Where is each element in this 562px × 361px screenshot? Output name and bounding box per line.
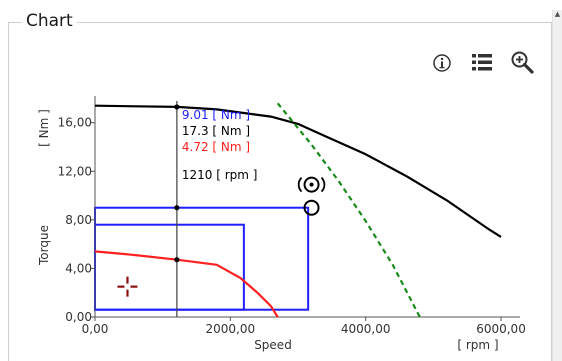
list-icon[interactable]	[470, 50, 494, 74]
chart-panel	[8, 22, 552, 361]
labels-layer: 0,00 4,00 8,00 12,00 16,00 0,00 2000,00 4000,00…	[37, 108, 526, 352]
readout-value: 1210	[182, 168, 213, 182]
y-tick-label: 4,00	[65, 261, 92, 275]
marker-dot	[309, 182, 314, 187]
y-tick-label: 16,00	[58, 116, 92, 130]
marker-ring	[303, 176, 320, 193]
x-axis-unit: [ rpm ]	[457, 338, 498, 352]
panel-title: Chart	[22, 10, 77, 32]
markers-layer[interactable]	[117, 176, 326, 297]
cursor-layer[interactable]	[174, 101, 180, 317]
axes-layer	[91, 96, 520, 321]
y-axis-unit: [ Nm ]	[37, 109, 51, 147]
cursor-point	[174, 257, 180, 263]
cursor-readout-1: 17.3 [ Nm ]	[182, 124, 250, 138]
series-layer	[94, 102, 502, 318]
operating_curve-line	[94, 250, 279, 318]
x-tick-label: 6000,00	[476, 322, 526, 336]
y-tick-label: 0,00	[65, 310, 92, 324]
y-tick-label: 8,00	[65, 213, 92, 227]
marker-arc-right	[320, 177, 326, 193]
readout-unit: [ Nm ]	[209, 108, 250, 122]
torque_curve-line	[94, 104, 502, 238]
readout-unit: [ Nm ]	[209, 124, 250, 138]
x-axis-label: Speed	[254, 338, 292, 352]
marker-arc-left	[297, 177, 303, 193]
readout-value: 4.72	[182, 140, 209, 154]
readout-value: 9.01	[182, 108, 209, 122]
cursor-point	[174, 104, 180, 110]
y-axis-label: Torque	[37, 225, 51, 266]
readout-value: 17.3	[182, 124, 209, 138]
cursor-readout-2: 4.72 [ Nm ]	[182, 140, 250, 154]
cursor-point	[174, 205, 180, 211]
y-tick-label: 12,00	[58, 164, 92, 178]
readout-unit: [ Nm ]	[209, 140, 250, 154]
rated-point-marker-icon[interactable]	[303, 199, 320, 216]
limit_curve-line	[276, 102, 421, 318]
field-weakening-marker-icon[interactable]	[297, 176, 326, 193]
x-tick-label: 4000,00	[341, 322, 391, 336]
x-tick-label: 2000,00	[206, 322, 256, 336]
scroll-up-arrow-icon[interactable]: ▲	[554, 10, 561, 18]
cursor-readout-0: 9.01 [ Nm ]	[182, 108, 250, 122]
readout-unit: [ rpm ]	[212, 168, 257, 182]
zoom-in-icon[interactable]	[510, 50, 534, 74]
cursor-readout-3: 1210 [ rpm ]	[182, 168, 258, 182]
x-tick-label: 0,00	[82, 322, 109, 336]
info-icon[interactable]	[430, 50, 454, 74]
vertical-scrollbar[interactable]	[552, 10, 562, 361]
crosshair-marker-icon[interactable]	[117, 276, 138, 297]
